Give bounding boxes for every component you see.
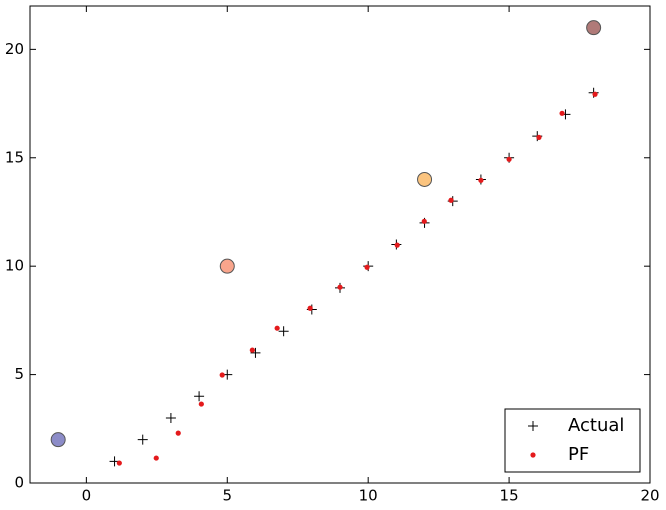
dot-marker — [536, 134, 542, 140]
y-tick-label: 15 — [5, 148, 24, 166]
plus-marker — [194, 391, 205, 402]
landmark — [219, 258, 235, 274]
y-tick-label: 10 — [5, 257, 24, 275]
dot-marker — [559, 110, 565, 116]
dot-marker — [274, 325, 280, 331]
y-tick-label: 0 — [14, 474, 24, 492]
landmark — [417, 171, 433, 187]
landmark — [50, 432, 66, 448]
plot-frame — [29, 5, 651, 484]
x-tick-label: 0 — [82, 487, 92, 505]
dot-marker — [448, 197, 454, 203]
dot-marker — [506, 156, 512, 162]
dot-marker — [249, 347, 255, 353]
plus-marker — [250, 347, 261, 358]
legend-box — [504, 408, 641, 473]
dot-marker — [116, 460, 122, 466]
dot-marker — [364, 264, 370, 270]
dot-marker — [153, 455, 159, 461]
dot-marker — [219, 372, 225, 378]
dot-marker — [198, 401, 204, 407]
dot-marker — [175, 430, 181, 436]
legend-marker — [528, 421, 538, 431]
x-tick-label: 15 — [500, 487, 519, 505]
dot-marker — [337, 284, 343, 290]
x-tick-label: 5 — [222, 487, 232, 505]
plus-marker — [165, 412, 176, 423]
dot-marker — [478, 177, 484, 183]
legend-label: Actual — [568, 415, 624, 436]
dot-marker — [394, 242, 400, 248]
legend-label: PF — [568, 444, 589, 465]
plus-marker — [278, 326, 289, 337]
x-tick-label: 20 — [640, 487, 659, 505]
y-tick-label: 20 — [5, 40, 24, 58]
dot-marker — [307, 305, 313, 311]
dot-marker — [592, 91, 598, 97]
y-tick-label: 5 — [14, 365, 24, 383]
landmark — [586, 20, 602, 36]
legend-marker — [530, 452, 536, 458]
plus-marker — [137, 434, 148, 445]
dot-marker — [421, 218, 427, 224]
x-tick-label: 10 — [359, 487, 378, 505]
